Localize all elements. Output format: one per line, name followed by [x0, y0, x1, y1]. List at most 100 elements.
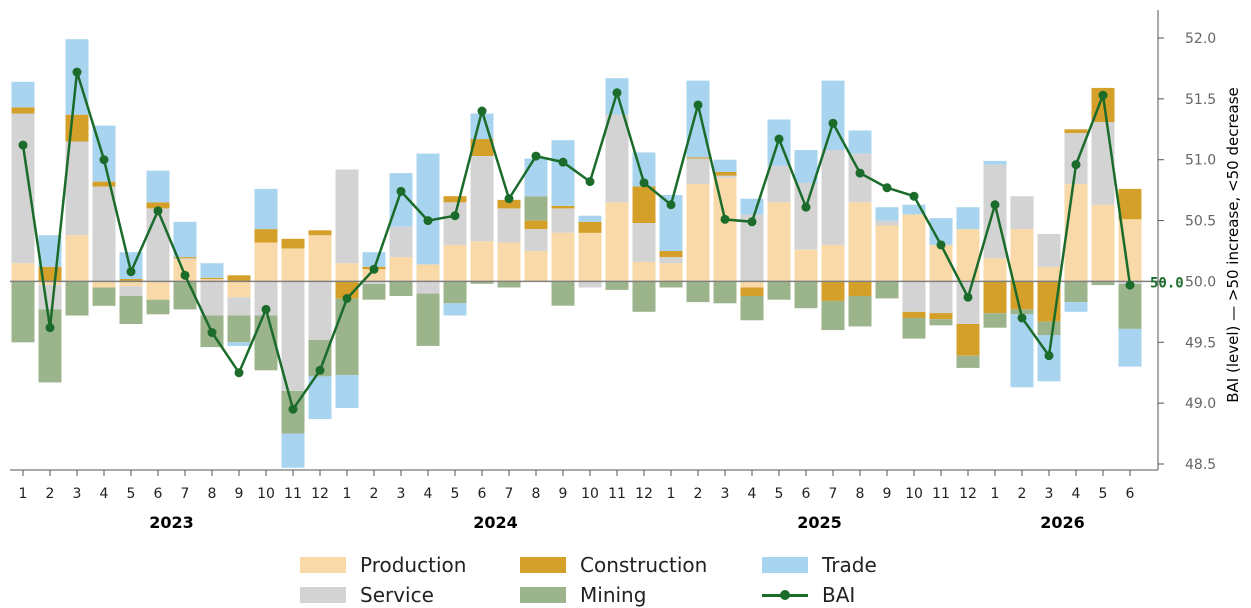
- bar-service-33: [902, 281, 926, 312]
- bar-service-5: [146, 208, 170, 282]
- x-tick-label: 1: [991, 486, 1000, 502]
- bai-point: [774, 134, 784, 144]
- bar-service-25: [686, 158, 710, 185]
- bai-point: [1017, 313, 1027, 323]
- x-tick-label: 7: [829, 486, 838, 502]
- bar-mining-38: [1037, 321, 1061, 335]
- bai-point: [936, 240, 946, 250]
- y-tick-label: 51.5: [1185, 92, 1216, 108]
- legend-item-trade: Trade: [762, 552, 877, 578]
- bar-production-9: [254, 242, 278, 282]
- x-tick-label: 2: [46, 486, 55, 502]
- legend-label-construction: Construction: [580, 553, 708, 577]
- bar-production-11: [308, 235, 332, 282]
- bai-point: [990, 200, 1000, 210]
- x-tick-label: 2: [370, 486, 379, 502]
- bar-service-23: [632, 223, 656, 262]
- bai-point: [207, 328, 217, 338]
- legend-item-service: Service: [300, 582, 434, 608]
- bar-trade-41: [1118, 328, 1142, 367]
- bar-mining-12: [335, 298, 359, 376]
- bar-mining-20: [551, 281, 575, 306]
- bar-construction-39: [1064, 129, 1088, 133]
- x-tick-label: 12: [635, 486, 653, 502]
- bar-production-30: [821, 244, 845, 282]
- bar-service-40: [1091, 122, 1115, 205]
- bar-trade-14: [389, 173, 413, 227]
- bar-trade-37: [1010, 314, 1034, 388]
- bai-point: [261, 304, 271, 314]
- x-tick-label: 12: [311, 486, 329, 502]
- bar-construction-21: [578, 221, 602, 233]
- y-tick-label: 49.5: [1185, 335, 1216, 351]
- x-tick-label: 1: [667, 486, 676, 502]
- bar-production-3: [92, 281, 116, 288]
- bar-trade-15: [416, 153, 440, 265]
- x-tick-label: 3: [1045, 486, 1054, 502]
- bar-construction-27: [740, 287, 764, 296]
- bar-mining-26: [713, 281, 737, 304]
- bai-point: [882, 183, 892, 193]
- bai-point: [666, 200, 676, 210]
- bar-trade-36: [983, 160, 1007, 165]
- bar-construction-19: [524, 220, 548, 230]
- bar-mining-3: [92, 287, 116, 306]
- x-tick-label: 8: [208, 486, 217, 502]
- bar-trade-13: [362, 252, 386, 267]
- bar-service-4: [119, 286, 143, 296]
- bai-point: [342, 293, 352, 303]
- bar-service-0: [11, 113, 35, 264]
- bar-production-12: [335, 263, 359, 282]
- x-tick-label: 6: [478, 486, 487, 502]
- bar-service-39: [1064, 132, 1088, 184]
- bar-trade-11: [308, 376, 332, 419]
- x-tick-label: 8: [532, 486, 541, 502]
- stacked-bars: [11, 39, 1142, 468]
- bar-mining-13: [362, 283, 386, 300]
- bar-construction-33: [902, 311, 926, 318]
- mining-swatch: [520, 587, 566, 603]
- bar-production-2: [65, 235, 89, 282]
- bar-construction-11: [308, 230, 332, 236]
- bar-construction-17: [470, 139, 494, 156]
- bar-construction-12: [335, 281, 359, 299]
- bar-mining-31: [848, 296, 872, 327]
- bar-production-6: [173, 259, 197, 282]
- year-label-2024: 2024: [473, 513, 518, 532]
- x-tick-label: 10: [581, 486, 599, 502]
- bar-construction-34: [929, 313, 953, 320]
- x-tick-label: 10: [905, 486, 923, 502]
- bar-trade-1: [38, 235, 62, 267]
- bar-mining-37: [1010, 309, 1034, 315]
- bar-service-28: [767, 165, 791, 203]
- bai-point: [153, 206, 163, 216]
- bai-point: [126, 267, 136, 277]
- bar-production-36: [983, 258, 1007, 282]
- x-axis: 1 2 3 4 5 6 7 8 9 10 11 12 1 2 3 4 5 6 7 8 9 10 11 12 1 2 3 4 5 6 7 8 9 1…: [10, 469, 1158, 532]
- bar-production-31: [848, 202, 872, 282]
- legend-item-production: Production: [300, 552, 466, 578]
- bar-mining-23: [632, 281, 656, 312]
- bai-point: [963, 292, 973, 302]
- bar-mining-14: [389, 281, 413, 296]
- y-axis: 48.5 49.0 49.5 50.0 50.5 51.0 51.5 52.0: [1157, 10, 1216, 473]
- bar-service-19: [524, 229, 548, 251]
- bar-service-3: [92, 186, 116, 282]
- bar-production-32: [875, 225, 899, 282]
- bar-service-37: [1010, 196, 1034, 230]
- x-tick-label: 1: [19, 486, 28, 502]
- bar-trade-39: [1064, 302, 1088, 312]
- bai-point: [450, 211, 460, 221]
- legend-item-construction: Construction: [520, 552, 707, 578]
- legend-label-mining: Mining: [580, 583, 647, 607]
- bar-mining-39: [1064, 281, 1088, 303]
- x-tick-label: 5: [127, 486, 136, 502]
- x-tick-label: 7: [505, 486, 514, 502]
- bai-point: [45, 323, 55, 333]
- bar-trade-25: [686, 80, 710, 158]
- trade-swatch: [762, 557, 808, 573]
- bar-service-32: [875, 220, 899, 226]
- bar-service-34: [929, 281, 953, 313]
- legend-item-bai: BAI: [762, 582, 855, 608]
- x-tick-label: 5: [775, 486, 784, 502]
